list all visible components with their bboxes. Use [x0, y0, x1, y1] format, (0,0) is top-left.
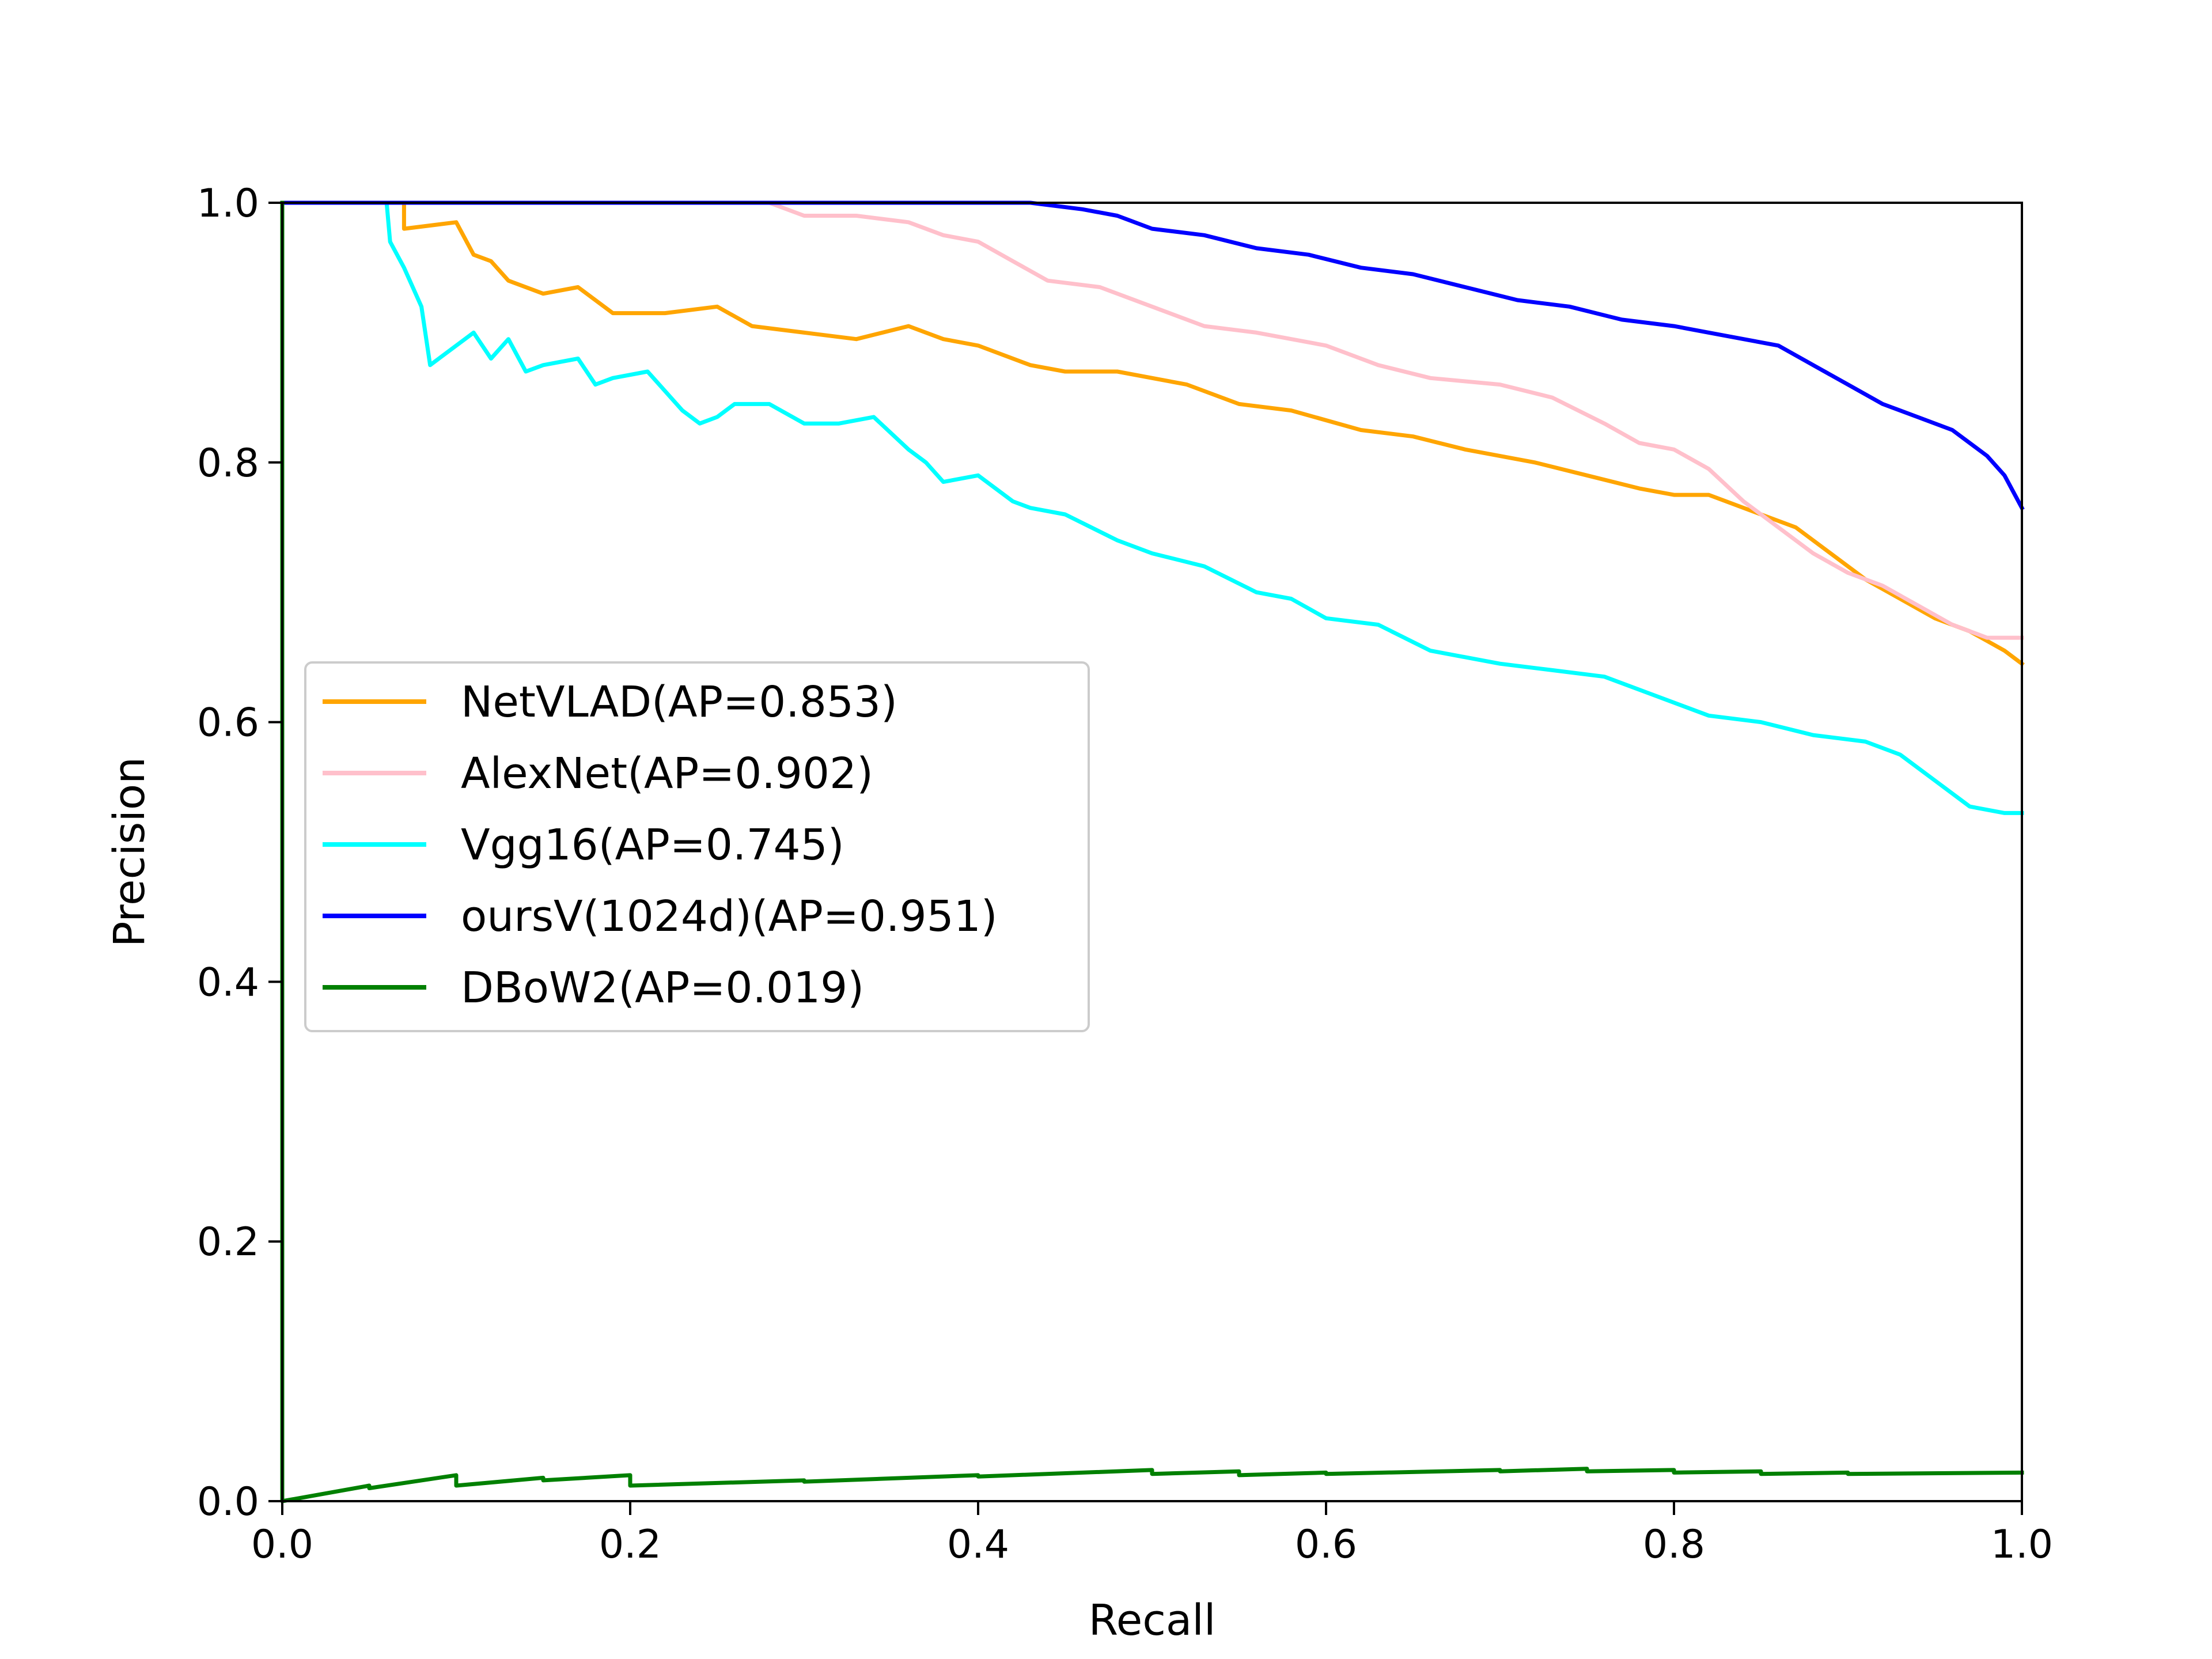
- y-tick-label: 0.0: [197, 1479, 259, 1525]
- axes-frame: [281, 202, 2023, 1502]
- legend-entry-1: AlexNet(AP=0.902): [461, 749, 873, 798]
- y-tick-label: 0.4: [197, 960, 259, 1005]
- x-tick-label: 0.8: [1643, 1522, 1705, 1567]
- y-tick-label: 1.0: [197, 181, 259, 226]
- legend-entry-3: oursV(1024d)(AP=0.951): [461, 892, 998, 941]
- x-tick-label: 1.0: [1991, 1522, 2053, 1567]
- series-line-1: [280, 200, 2024, 640]
- series-line-3: [280, 200, 2025, 511]
- series-line-0: [280, 200, 2025, 667]
- series-line-2: [280, 200, 2024, 815]
- x-tick-label: 0.0: [251, 1522, 313, 1567]
- y-tick-label: 0.6: [197, 700, 259, 746]
- legend-entry-0: NetVLAD(AP=0.853): [461, 677, 897, 727]
- legend: NetVLAD(AP=0.853) AlexNet(AP=0.902) Vgg16(…: [304, 661, 1090, 1032]
- y-axis: 0.0 0.2 0.4 0.6 0.8 1.0: [197, 181, 282, 1525]
- x-tick-label: 0.2: [599, 1522, 661, 1567]
- legend-entry-4: DBoW2(AP=0.019): [461, 963, 864, 1013]
- y-tick-label: 0.8: [197, 441, 259, 486]
- legend-box: [304, 661, 1090, 1032]
- series-layer: [280, 200, 2025, 1503]
- x-axis: 0.0 0.2 0.4 0.6 0.8 1.0: [251, 1501, 2053, 1567]
- series-line-4: [280, 200, 2024, 1503]
- y-tick-label: 0.2: [197, 1219, 259, 1265]
- y-axis-title: Precision: [105, 757, 154, 947]
- x-axis-title: Recall: [1089, 1596, 1216, 1645]
- x-tick-label: 0.6: [1295, 1522, 1357, 1567]
- x-tick-label: 0.4: [947, 1522, 1009, 1567]
- legend-entry-2: Vgg16(AP=0.745): [461, 820, 844, 870]
